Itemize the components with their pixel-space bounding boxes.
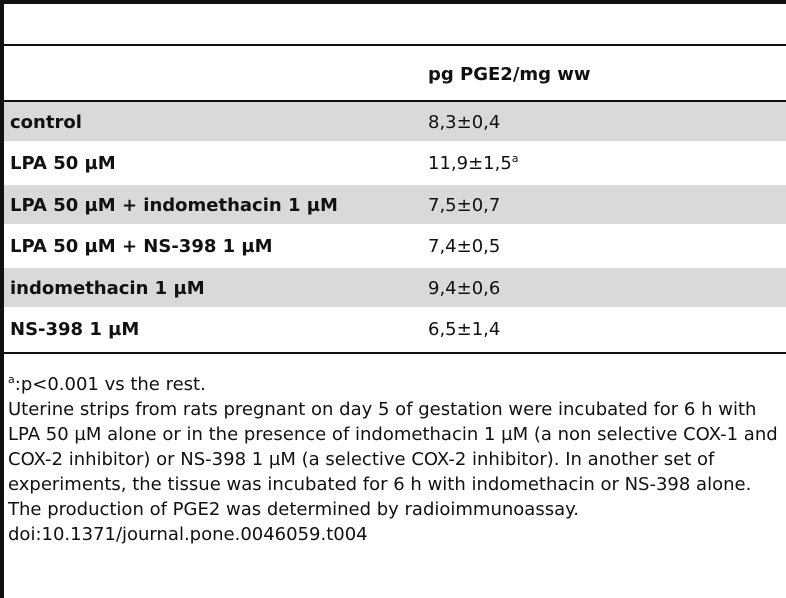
header-top-rule: [4, 44, 786, 46]
header-bottom-rule: [4, 100, 786, 102]
row-value: 6,5±1,4: [428, 319, 501, 340]
table-bottom-rule: [4, 352, 786, 354]
table-description: Uterine strips from rats pregnant on day…: [8, 399, 778, 520]
table-row: indomethacin 1 µM 9,4±0,6: [4, 268, 786, 308]
table-row: LPA 50 µM + NS-398 1 µM 7,4±0,5: [4, 226, 786, 266]
doi-link[interactable]: doi:10.1371/journal.pone.0046059.t004: [8, 524, 368, 545]
row-label: indomethacin 1 µM: [10, 278, 205, 299]
significance-footnote: a:p<0.001 vs the rest.: [8, 373, 206, 395]
table-row: control 8,3±0,4: [4, 102, 786, 142]
table-left-rule: [0, 0, 4, 598]
row-label: LPA 50 µM: [10, 153, 116, 174]
table-footnotes: a:p<0.001 vs the rest. Uterine strips fr…: [8, 372, 780, 547]
table-top-rule: [0, 0, 786, 4]
row-value: 9,4±0,6: [428, 278, 501, 299]
table-row: LPA 50 µM 11,9±1,5a: [4, 143, 786, 183]
row-label: LPA 50 µM + NS-398 1 µM: [10, 236, 273, 257]
column-header-pge2: pg PGE2/mg ww: [428, 64, 591, 85]
significance-superscript: a: [511, 152, 519, 165]
table-row: LPA 50 µM + indomethacin 1 µM 7,5±0,7: [4, 185, 786, 225]
table-row: NS-398 1 µM 6,5±1,4: [4, 309, 786, 349]
row-label: control: [10, 112, 82, 133]
row-label: NS-398 1 µM: [10, 319, 140, 340]
row-value: 7,4±0,5: [428, 236, 501, 257]
row-value: 8,3±0,4: [428, 112, 501, 133]
row-label: LPA 50 µM + indomethacin 1 µM: [10, 195, 338, 216]
table-header-row: pg PGE2/mg ww: [4, 47, 786, 100]
row-value: 11,9±1,5a: [428, 152, 519, 174]
row-value: 7,5±0,7: [428, 195, 501, 216]
